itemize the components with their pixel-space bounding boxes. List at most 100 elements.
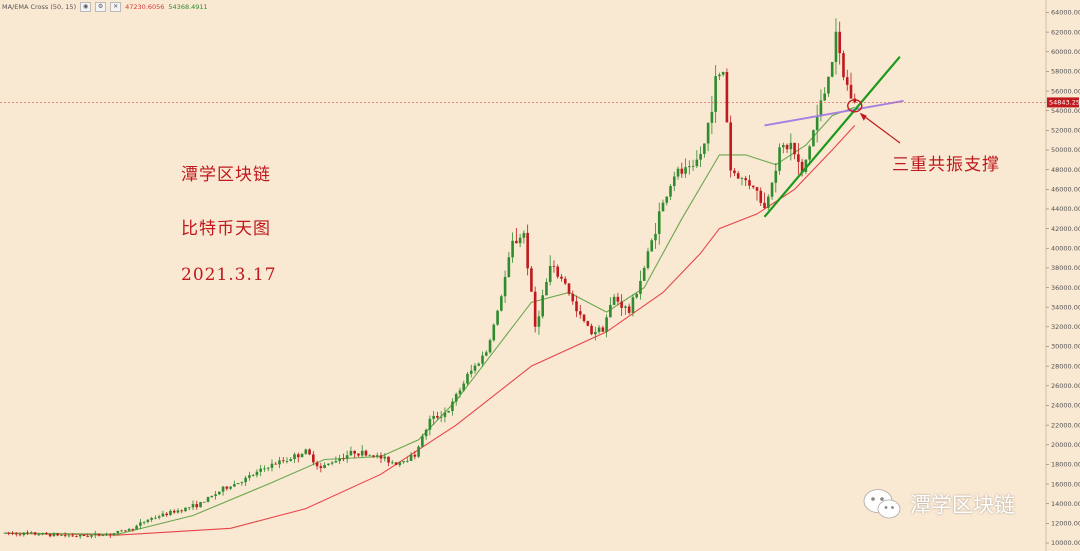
annotation-title: 潭学区块链: [181, 165, 271, 185]
candle: [229, 486, 232, 490]
candle: [545, 278, 548, 296]
candle: [120, 529, 123, 532]
candle: [560, 273, 563, 282]
close-icon[interactable]: ✕: [110, 2, 122, 12]
candle: [631, 294, 635, 317]
candle: [815, 104, 819, 143]
candle: [808, 144, 811, 165]
y-tick-label: 38000.00: [1051, 264, 1080, 272]
candle: [763, 192, 766, 209]
candle: [469, 364, 473, 378]
candle: [157, 514, 161, 520]
candle: [605, 314, 608, 338]
y-tick-label: 12000.00: [1051, 520, 1080, 528]
candle: [421, 433, 424, 448]
candle: [26, 530, 29, 535]
candle: [278, 456, 281, 469]
candle: [672, 171, 676, 192]
candle: [135, 524, 138, 530]
candle: [293, 452, 296, 463]
candle: [432, 411, 435, 426]
candle: [225, 485, 229, 491]
candle: [300, 453, 304, 458]
candle: [379, 452, 383, 464]
y-tick-label: 20000.00: [1051, 441, 1080, 449]
candle: [180, 509, 184, 514]
candle: [409, 452, 413, 461]
candle: [169, 509, 172, 516]
support-arrowhead: [859, 112, 867, 121]
candle: [789, 133, 793, 161]
candle: [515, 227, 518, 244]
candle: [594, 326, 597, 341]
candle: [503, 270, 507, 303]
eye-icon[interactable]: ◉: [80, 2, 92, 12]
candle: [552, 260, 556, 273]
candle: [578, 304, 582, 319]
candle: [387, 456, 390, 467]
y-tick-label: 22000.00: [1051, 421, 1080, 429]
candle: [451, 398, 454, 416]
y-tick-label: 46000.00: [1051, 186, 1080, 194]
support-arrow: [860, 113, 901, 144]
candle: [338, 454, 341, 465]
candle: [105, 532, 108, 536]
candle: [481, 351, 484, 367]
y-tick-label: 50000.00: [1051, 146, 1080, 154]
candle: [699, 146, 702, 168]
candle: [654, 223, 657, 249]
candle: [270, 459, 274, 472]
candle: [266, 466, 270, 472]
candle: [334, 456, 338, 463]
candle: [718, 72, 721, 81]
candle: [530, 265, 533, 292]
ma-line: [4, 125, 856, 536]
candle: [127, 528, 131, 532]
settings-icon[interactable]: ⚙: [95, 2, 107, 12]
candle: [477, 362, 481, 367]
candle: [3, 532, 7, 534]
candle: [785, 143, 789, 154]
candle: [500, 294, 503, 312]
candle: [372, 455, 375, 458]
candle: [195, 500, 199, 510]
candle: [342, 453, 345, 462]
candle: [176, 508, 180, 514]
candle: [714, 65, 717, 124]
candle: [413, 450, 417, 460]
candle: [748, 175, 751, 190]
candle: [417, 445, 420, 458]
candle: [244, 475, 247, 486]
candle: [744, 175, 748, 187]
candle: [853, 93, 857, 104]
candle: [353, 450, 356, 459]
candle: [150, 516, 153, 523]
candle: [323, 462, 326, 469]
candle: [255, 469, 259, 478]
candle: [838, 21, 842, 65]
candle: [214, 491, 217, 500]
candle: [428, 415, 432, 436]
candle: [541, 289, 544, 319]
y-tick-label: 32000.00: [1051, 323, 1080, 331]
candle: [669, 184, 672, 200]
candle: [526, 224, 529, 276]
candle: [37, 532, 41, 536]
candle: [78, 534, 82, 539]
indicator-legend: MA/EMA Cross (50, 15) ◉ ⚙ ✕ 47230.6056 5…: [2, 1, 208, 13]
trendline-green: [763, 55, 901, 218]
candle: [612, 293, 616, 306]
candle: [443, 407, 447, 423]
trendline-purple: [764, 99, 904, 127]
candle: [845, 69, 849, 91]
wechat-icon: [863, 489, 901, 519]
candle: [248, 471, 251, 481]
candle: [766, 194, 770, 211]
candle: [18, 532, 22, 537]
candle: [424, 428, 428, 440]
y-tick-label: 58000.00: [1051, 68, 1080, 76]
candle: [567, 283, 571, 296]
candle: [82, 534, 86, 537]
